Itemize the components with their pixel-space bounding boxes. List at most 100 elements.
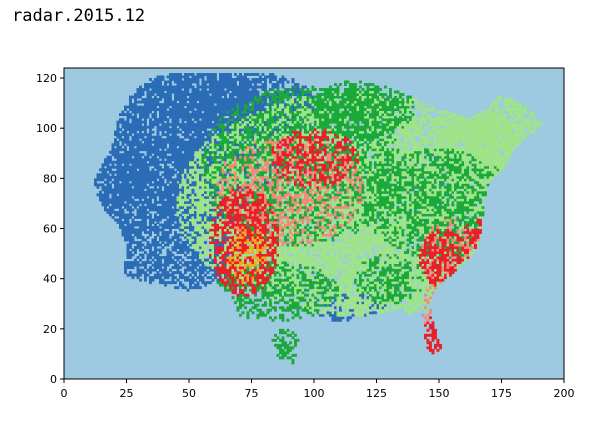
- heatmap-cell: [281, 233, 285, 237]
- heatmap-cell: [226, 258, 230, 262]
- heatmap-cell: [359, 253, 362, 257]
- heatmap-cell: [261, 215, 265, 219]
- heatmap-cell: [216, 281, 220, 285]
- heatmap-cell: [474, 226, 477, 229]
- heatmap-cell: [431, 283, 435, 287]
- heatmap-cell: [319, 236, 322, 239]
- heatmap-cell: [274, 273, 277, 277]
- heatmap-cell: [224, 203, 227, 207]
- heatmap-cell: [239, 253, 242, 257]
- heatmap-cell: [201, 241, 205, 244]
- heatmap-cell: [351, 198, 355, 202]
- heatmap-cell: [284, 343, 287, 347]
- heatmap-cell: [306, 233, 310, 237]
- heatmap-cell: [251, 205, 255, 209]
- heatmap-cell: [219, 268, 222, 272]
- heatmap-cell: [241, 200, 245, 204]
- heatmap-cell: [359, 220, 362, 224]
- heatmap-cell: [414, 198, 417, 202]
- heatmap-cell: [249, 271, 252, 275]
- heatmap-cell: [366, 246, 370, 249]
- heatmap-cell: [314, 220, 317, 224]
- heatmap-cell: [424, 273, 427, 277]
- heatmap-cell: [334, 220, 337, 224]
- heatmap-cell: [256, 251, 260, 254]
- heatmap-cell: [159, 281, 162, 285]
- heatmap-cell: [179, 273, 182, 277]
- heatmap-cell: [254, 288, 257, 292]
- heatmap-cell: [409, 231, 412, 234]
- heatmap-cell: [329, 283, 332, 287]
- heatmap-cell: [446, 271, 450, 275]
- heatmap-cell: [156, 220, 160, 224]
- heatmap-cell: [124, 220, 127, 224]
- heatmap-cell: [131, 198, 135, 202]
- heatmap-cell: [271, 298, 275, 302]
- heatmap-cell: [196, 210, 200, 214]
- heatmap-cell: [369, 236, 372, 239]
- heatmap-cell: [426, 213, 430, 217]
- heatmap-cell: [236, 220, 240, 224]
- heatmap-cell: [329, 208, 332, 212]
- heatmap-cell: [171, 200, 175, 204]
- heatmap-cell: [129, 228, 132, 232]
- heatmap-cell: [309, 236, 312, 239]
- heatmap-cell: [429, 263, 432, 267]
- heatmap-cell: [364, 205, 367, 209]
- heatmap-cell: [336, 273, 340, 277]
- heatmap-cell: [126, 220, 130, 224]
- heatmap-cell: [366, 231, 370, 234]
- heatmap-cell: [404, 205, 407, 209]
- heatmap-cell: [331, 203, 335, 207]
- heatmap-cell: [469, 198, 472, 202]
- heatmap-cell: [456, 210, 460, 214]
- heatmap-cell: [341, 200, 345, 204]
- heatmap-cell: [209, 268, 212, 272]
- heatmap-cell: [371, 291, 375, 295]
- heatmap-cell: [406, 215, 410, 219]
- heatmap-cell: [199, 248, 202, 252]
- heatmap-cell: [359, 276, 362, 280]
- heatmap-cell: [311, 303, 315, 307]
- heatmap-cell: [384, 215, 387, 219]
- heatmap-cell: [361, 218, 365, 222]
- heatmap-cell: [344, 233, 347, 237]
- heatmap-cell: [476, 220, 480, 224]
- heatmap-cell: [224, 238, 227, 242]
- heatmap-cell: [274, 306, 277, 310]
- heatmap-cell: [386, 228, 390, 232]
- heatmap-cell: [356, 308, 360, 312]
- heatmap-cell: [269, 298, 272, 302]
- heatmap-cell: [244, 243, 247, 247]
- heatmap-cell: [381, 248, 385, 252]
- heatmap-cell: [369, 218, 372, 222]
- heatmap-cell: [439, 343, 442, 347]
- heatmap-cell: [301, 200, 305, 204]
- heatmap-cell: [399, 226, 402, 229]
- heatmap-cell: [354, 208, 357, 212]
- heatmap-cell: [354, 226, 357, 229]
- heatmap-cell: [424, 253, 427, 257]
- heatmap-cell: [396, 253, 400, 257]
- heatmap-cell: [424, 218, 427, 222]
- heatmap-cell: [319, 253, 322, 257]
- heatmap-cell: [431, 220, 435, 224]
- heatmap-cell: [419, 293, 422, 297]
- heatmap-cell: [439, 271, 442, 275]
- heatmap-cell: [356, 218, 360, 222]
- heatmap-cell: [434, 261, 437, 265]
- heatmap-cell: [279, 331, 282, 335]
- heatmap-cell: [256, 248, 260, 252]
- heatmap-cell: [389, 198, 392, 202]
- heatmap-cell: [416, 271, 420, 275]
- heatmap-cell: [289, 303, 292, 307]
- heatmap-cell: [404, 220, 407, 224]
- heatmap-cell: [131, 241, 135, 244]
- heatmap-cell: [356, 281, 360, 285]
- heatmap-cell: [414, 215, 417, 219]
- heatmap-cell: [366, 215, 370, 219]
- heatmap-cell: [446, 223, 450, 227]
- heatmap-cell: [276, 243, 280, 247]
- heatmap-cell: [341, 205, 345, 209]
- heatmap-cell: [316, 286, 320, 290]
